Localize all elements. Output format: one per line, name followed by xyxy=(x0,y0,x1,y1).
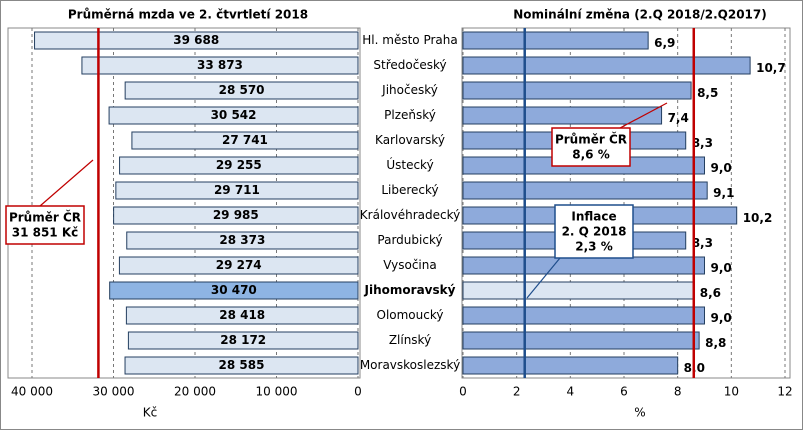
plot-area xyxy=(461,27,791,379)
bar xyxy=(115,181,359,200)
bar xyxy=(125,306,359,325)
bar xyxy=(118,256,359,275)
value-label: 28 570 xyxy=(219,83,265,97)
bar xyxy=(127,331,359,350)
bar xyxy=(462,331,700,350)
category-label: Hl. město Praha xyxy=(362,33,457,47)
value-label: 9,1 xyxy=(713,186,734,200)
bar xyxy=(462,81,692,100)
value-label: 29 711 xyxy=(214,183,260,197)
bar xyxy=(462,306,705,325)
value-label: 8,5 xyxy=(697,86,718,100)
bar xyxy=(462,56,751,75)
value-label: 30 542 xyxy=(211,108,257,122)
value-label: 28 585 xyxy=(219,358,265,372)
x-axis-label: % xyxy=(634,406,645,420)
bar xyxy=(34,31,359,50)
category-label: Ústecký xyxy=(386,157,433,172)
annotation-text: Průměr ČR xyxy=(555,132,627,147)
x-tick-label: 8 xyxy=(674,385,682,399)
value-label: 10,7 xyxy=(756,61,786,75)
bar xyxy=(113,206,359,225)
category-label: Vysočina xyxy=(383,258,436,272)
annotation-text: Průměr ČR xyxy=(9,210,81,225)
bar xyxy=(124,356,359,375)
value-label: 27 741 xyxy=(222,133,268,147)
bar xyxy=(462,106,663,125)
x-tick-label: 30 000 xyxy=(93,385,135,399)
x-tick-label: 0 xyxy=(459,385,467,399)
value-label: 29 255 xyxy=(216,158,262,172)
bar xyxy=(81,56,359,75)
category-label: Olomoucký xyxy=(377,308,444,322)
x-tick-label: 12 xyxy=(777,385,792,399)
x-tick-label: 10 xyxy=(724,385,739,399)
x-tick-label: 2 xyxy=(513,385,521,399)
category-label: Plzeňský xyxy=(384,108,436,122)
bar xyxy=(462,31,649,50)
annotation-arrow xyxy=(619,102,668,129)
value-label: 29 274 xyxy=(216,258,262,272)
value-label: 7,4 xyxy=(668,111,689,125)
annotation-box xyxy=(551,127,631,167)
value-label: 30 470 xyxy=(211,283,257,297)
value-label: 8,8 xyxy=(705,336,726,350)
category-label: Jihomoravský xyxy=(364,283,456,297)
value-label: 28 373 xyxy=(219,233,265,247)
value-label: 33 873 xyxy=(197,58,243,72)
annotation-text: 31 851 Kč xyxy=(12,226,79,240)
category-label: Zlínský xyxy=(389,333,431,347)
bar xyxy=(462,256,705,275)
bar xyxy=(462,281,695,300)
value-label: 39 688 xyxy=(173,33,219,47)
value-label: 9,0 xyxy=(711,261,732,275)
value-label: 28 418 xyxy=(219,308,265,322)
bar xyxy=(119,156,359,175)
annotation-box xyxy=(5,205,85,245)
annotation-arrow xyxy=(526,257,561,299)
value-label: 6,9 xyxy=(654,36,675,50)
value-label: 8,3 xyxy=(692,236,713,250)
bar xyxy=(131,131,359,150)
value-label: 28 172 xyxy=(220,333,266,347)
value-label: 29 985 xyxy=(213,208,259,222)
chart-title: Nominální změna (2.Q 2018/2.Q2017) xyxy=(513,8,766,22)
x-tick-label: 0 xyxy=(354,385,362,399)
bar xyxy=(109,281,359,300)
x-tick-label: 20 000 xyxy=(174,385,216,399)
annotation-box xyxy=(554,204,634,259)
x-tick-label: 6 xyxy=(620,385,628,399)
x-tick-label: 4 xyxy=(567,385,575,399)
annotation-text: Inflace xyxy=(571,210,616,224)
category-label: Jihočeský xyxy=(381,83,438,97)
category-label: Královéhradecký xyxy=(360,208,460,222)
category-label: Moravskoslezský xyxy=(360,358,460,372)
bar xyxy=(462,181,708,200)
chart-title: Průměrná mzda ve 2. čtvrtletí 2018 xyxy=(68,8,308,22)
value-label: 8,3 xyxy=(692,136,713,150)
category-label: Karlovarský xyxy=(375,133,445,147)
value-label: 10,2 xyxy=(743,211,773,225)
bar xyxy=(124,81,359,100)
annotation-arrow xyxy=(39,159,94,207)
x-tick-label: 40 000 xyxy=(11,385,53,399)
bar xyxy=(108,106,359,125)
bar xyxy=(462,356,679,375)
category-label: Pardubický xyxy=(377,233,442,247)
category-label: Středočeský xyxy=(373,58,446,72)
x-tick-label: 10 000 xyxy=(256,385,298,399)
plot-area xyxy=(7,27,361,379)
category-label: Liberecký xyxy=(381,183,438,197)
value-label: 9,0 xyxy=(711,311,732,325)
annotation-text: 2,3 % xyxy=(575,240,612,254)
annotation-text: 2. Q 2018 xyxy=(562,225,627,239)
bar xyxy=(126,231,359,250)
value-label: 9,0 xyxy=(711,161,732,175)
x-axis-label: Kč xyxy=(143,406,157,420)
value-label: 8,6 xyxy=(700,286,721,300)
annotation-text: 8,6 % xyxy=(572,148,609,162)
